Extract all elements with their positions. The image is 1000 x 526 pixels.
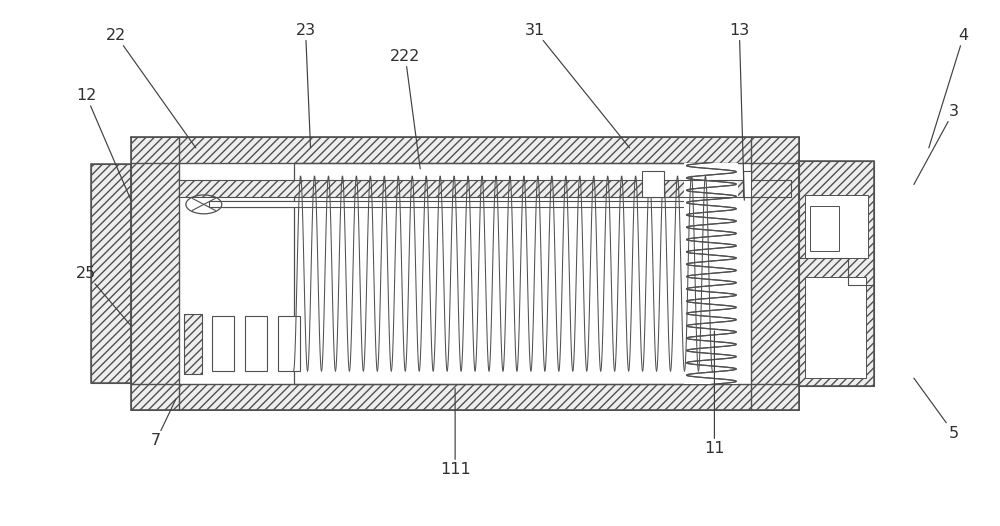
Text: 4: 4 bbox=[929, 28, 969, 148]
Bar bbox=[684, 163, 738, 385]
Bar bbox=[179, 163, 751, 385]
Text: 22: 22 bbox=[106, 28, 196, 148]
Bar bbox=[245, 316, 267, 371]
Bar bbox=[131, 137, 179, 410]
Text: 31: 31 bbox=[525, 23, 630, 148]
Text: 7: 7 bbox=[151, 399, 176, 448]
Bar bbox=[179, 180, 791, 197]
Bar bbox=[805, 277, 866, 378]
Text: 11: 11 bbox=[704, 331, 725, 456]
Bar bbox=[212, 316, 234, 371]
Bar bbox=[743, 171, 751, 197]
Bar bbox=[642, 171, 664, 197]
Bar bbox=[179, 180, 791, 197]
Bar bbox=[810, 206, 839, 251]
Bar bbox=[209, 201, 709, 207]
Bar bbox=[131, 385, 799, 410]
Bar bbox=[91, 164, 131, 383]
Bar bbox=[799, 161, 874, 386]
Text: 3: 3 bbox=[914, 104, 959, 185]
Bar bbox=[184, 313, 202, 374]
Text: 222: 222 bbox=[390, 49, 420, 169]
Bar bbox=[805, 195, 868, 258]
Text: 23: 23 bbox=[295, 23, 316, 148]
Bar bbox=[184, 313, 202, 374]
Text: 25: 25 bbox=[76, 266, 131, 326]
Text: 111: 111 bbox=[440, 389, 471, 477]
Text: 5: 5 bbox=[914, 378, 959, 441]
Bar bbox=[131, 137, 799, 163]
Text: 12: 12 bbox=[76, 88, 131, 200]
Bar bbox=[799, 161, 874, 386]
Bar bbox=[91, 164, 131, 383]
Bar bbox=[294, 163, 712, 385]
Bar bbox=[751, 137, 799, 410]
Bar bbox=[278, 316, 300, 371]
Text: 13: 13 bbox=[729, 23, 749, 200]
